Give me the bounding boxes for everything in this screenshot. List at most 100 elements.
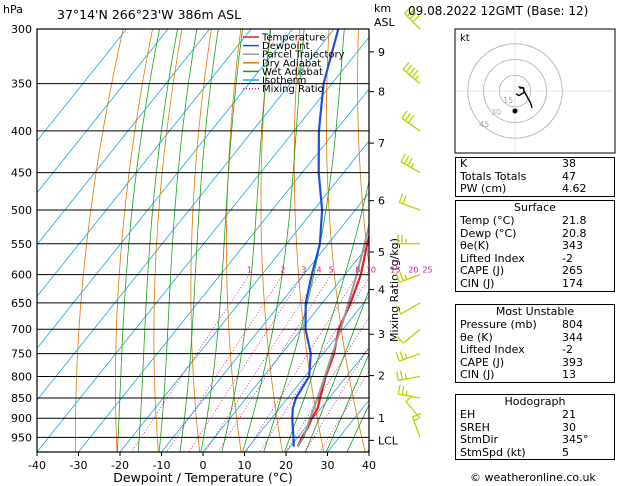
pressure-tick-label: 950	[11, 431, 32, 444]
isotherm-line	[37, 29, 210, 246]
mixing-ratio-tick-label: 20	[408, 266, 418, 275]
surface-cin-label: CIN (J)	[460, 276, 495, 290]
x-tick-label: 0	[200, 459, 207, 472]
pressure-tick-label: 650	[11, 297, 32, 310]
dry-adiabat-line	[226, 29, 242, 452]
temperature-profile	[296, 232, 369, 448]
surface-dewp-value: 20.8	[562, 226, 587, 240]
wind-barb-flag	[411, 69, 419, 78]
wind-barb-half	[404, 274, 408, 280]
indices-hodograph: Hodograph EH 21 SREH 30 StmDir 345° StmSpd …	[455, 394, 615, 461]
pressure-tick-label: 900	[11, 412, 32, 425]
km-tick-label: 3	[378, 328, 385, 341]
surface-title: Surface	[514, 201, 556, 214]
dry-adiabat-line	[325, 29, 366, 452]
stmspd-label: StmSpd (kt)	[460, 445, 526, 459]
mixing-ratio-tick-label: 1	[247, 266, 252, 275]
wind-barb	[400, 161, 421, 174]
parcel-trajectory-profile	[296, 221, 369, 448]
wet-adiabat-line	[346, 403, 369, 452]
km-tick-label: 4	[378, 284, 385, 297]
wet-adiabat-line	[304, 288, 369, 452]
pressure-unit-label: hPa	[3, 3, 23, 16]
pressure-tick-label: 300	[11, 23, 32, 36]
hodograph-ring-label: 45	[479, 120, 489, 129]
wind-barb	[398, 393, 421, 399]
surface-theta-label: θe(K)	[460, 239, 490, 253]
dry-adiabat-line	[260, 29, 283, 452]
wind-barb	[403, 12, 421, 30]
x-axis-label: Dewpoint / Temperature (°C)	[113, 470, 292, 485]
pressure-tick-label: 700	[11, 323, 32, 336]
surface-temp-value: 21.8	[562, 214, 587, 227]
legend-entry: Mixing Ratio	[262, 84, 324, 95]
dry-adiabat-line	[190, 29, 212, 452]
plot-area	[37, 29, 629, 452]
dry-adiabat-line	[115, 29, 153, 452]
dry-adiabat-line	[293, 29, 325, 452]
wind-barb-flag	[405, 395, 414, 402]
wind-barb-flag	[412, 15, 420, 23]
wet-adiabat-line	[242, 29, 305, 452]
stmdir-value: 345°	[562, 433, 589, 447]
eh-value: 21	[562, 408, 576, 421]
wind-barb-half	[405, 390, 408, 396]
wet-adiabat-line	[137, 29, 178, 452]
wind-barb	[400, 302, 421, 315]
mixing-ratio-tick-label: 15	[390, 266, 400, 275]
km-tick-label: 1	[378, 412, 385, 425]
height-unit-km: km	[374, 2, 391, 15]
mixing-ratio-tick-label: 5	[329, 266, 334, 275]
wind-barb	[411, 416, 421, 438]
surface-cin-value: 174	[562, 276, 583, 290]
km-tick-label: 9	[378, 46, 385, 59]
wet-adiabat-line	[116, 29, 160, 452]
surface-dewp-label: Dewp (°C)	[460, 226, 517, 240]
indices-surface: Surface Temp (°C) 21.8 Dewp (°C) 20.8 θe(K…	[455, 200, 615, 292]
mu-li-value: -2	[562, 343, 573, 357]
wind-barb-flag	[402, 62, 410, 70]
credit-text: © weatheronline.co.uk	[470, 471, 596, 484]
mu-pressure-label: Pressure (mb)	[460, 318, 537, 331]
legend-entry: Dry Adiabat	[262, 58, 321, 69]
wind-barb-flag	[401, 385, 405, 395]
wind-barb-flag	[399, 351, 404, 361]
hodograph-trace	[515, 86, 533, 109]
wind-barb	[399, 273, 421, 283]
wind-barb-half	[414, 75, 419, 81]
wind-barb-flag	[395, 305, 402, 315]
wind-barb-flag	[405, 64, 413, 73]
x-tick-label: 40	[362, 459, 376, 472]
surface-li-value: -2	[562, 251, 573, 265]
isotherm-line	[37, 36, 369, 452]
tt-label: Totals Totals	[460, 169, 527, 183]
datetime-header: 09.08.2022 12GMT (Base: 12)	[408, 4, 589, 18]
legend-entry: Isotherm	[262, 76, 306, 87]
sreh-value: 30	[562, 420, 576, 434]
wind-barb-flag	[403, 6, 412, 14]
hodograph-unit-label: kt	[460, 33, 470, 44]
pressure-tick-label: 600	[11, 269, 32, 282]
mu-cin-label: CIN (J)	[460, 368, 495, 382]
mixing-ratio-line	[319, 369, 369, 452]
mixing-ratio-tick-label: 8	[355, 266, 360, 275]
isotherm-line	[285, 347, 369, 452]
eh-label: EH	[460, 408, 476, 421]
dry-adiabat-line	[623, 29, 629, 452]
wind-barb-flag	[408, 67, 416, 75]
wind-barb-flag	[396, 336, 404, 344]
stmspd-value: 5	[562, 445, 569, 459]
dry-adiabat-line	[153, 29, 183, 452]
mu-li-label: Lifted Index	[460, 343, 525, 357]
wind-barb	[405, 400, 421, 419]
tt-value: 47	[562, 169, 576, 183]
wet-adiabat-line	[284, 178, 369, 452]
km-tick-label: 8	[378, 86, 385, 99]
wind-barb-flag	[401, 110, 408, 119]
hodograph-ring-label: 15	[503, 96, 513, 105]
pw-value: 4.62	[562, 182, 587, 196]
isotherm-line	[37, 29, 169, 194]
km-tick-label: 2	[378, 370, 385, 383]
pw-label: PW (cm)	[460, 182, 507, 196]
